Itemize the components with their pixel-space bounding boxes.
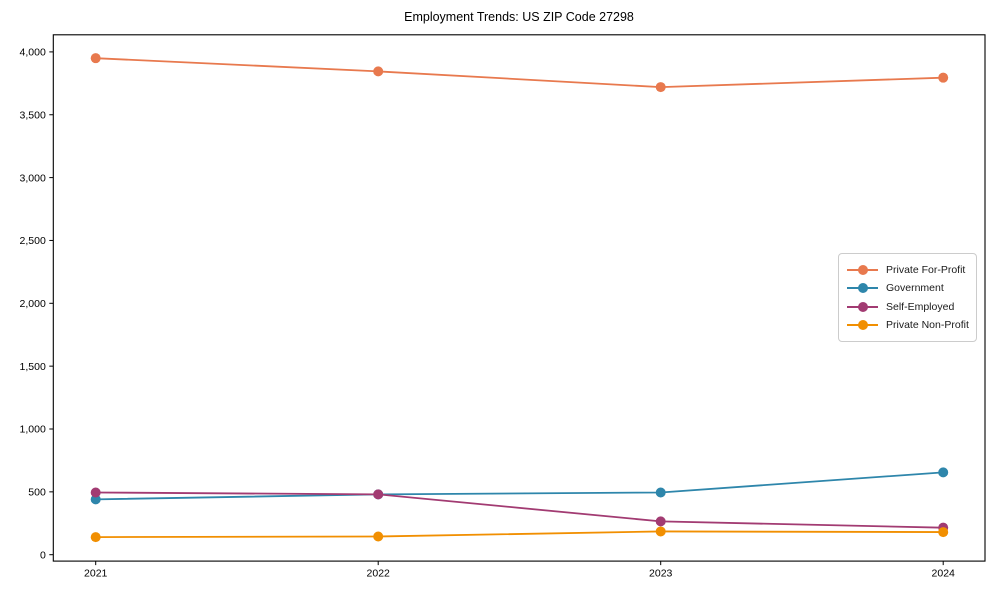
x-axis-tick-label: 2024 <box>932 568 956 580</box>
data-point-self-employed <box>373 489 384 500</box>
legend-item-self-employed: Self-Employed <box>847 301 968 313</box>
y-axis-tick-label: 2,000 <box>20 298 46 310</box>
y-axis-tick-label: 4,000 <box>20 47 46 59</box>
y-axis-tick-label: 2,500 <box>20 235 46 247</box>
legend-item-private-non-profit: Private Non-Profit <box>847 319 969 332</box>
legend-item-government: Government <box>847 282 968 294</box>
data-point-private-non-profit <box>655 526 666 537</box>
series-line-private-for-profit <box>95 57 944 88</box>
legend-label: Self-Employed <box>886 300 955 313</box>
y-axis-tick-label: 3,500 <box>20 109 46 121</box>
legend-label: Private Non-Profit <box>886 319 969 332</box>
plot-border <box>52 34 986 562</box>
data-point-private-for-profit <box>938 72 949 83</box>
chart-title: Employment Trends: US ZIP Code 27298 <box>404 10 634 24</box>
x-axis-tick-label: 2021 <box>84 568 108 580</box>
legend-marker-icon <box>847 283 878 294</box>
data-point-government <box>90 494 101 505</box>
data-point-government <box>938 467 949 478</box>
series-line-self-employed <box>95 491 944 529</box>
y-axis-tick-label: 500 <box>28 487 46 499</box>
data-point-self-employed <box>90 487 101 498</box>
data-point-private-non-profit <box>90 532 101 543</box>
data-point-private-for-profit <box>655 82 666 93</box>
data-point-private-for-profit <box>373 66 384 77</box>
data-point-government <box>655 487 666 498</box>
y-axis-tick-label: 1,500 <box>20 361 46 373</box>
legend-marker-icon <box>847 264 878 275</box>
y-axis-tick-label: 0 <box>40 549 46 561</box>
chart-legend: Private For-Profit Government Self-Employe… <box>838 253 977 342</box>
legend-marker-icon <box>847 320 878 331</box>
data-point-self-employed <box>655 516 666 527</box>
data-point-private-for-profit <box>90 53 101 64</box>
data-point-private-non-profit <box>938 527 949 538</box>
data-point-private-non-profit <box>373 531 384 542</box>
legend-label: Private For-Profit <box>886 263 966 276</box>
y-axis-tick-label: 3,000 <box>20 172 46 184</box>
series-line-private-non-profit <box>95 530 944 539</box>
legend-label: Government <box>886 282 944 295</box>
series-line-government <box>95 471 944 501</box>
legend-marker-icon <box>847 301 878 312</box>
x-axis-tick-label: 2023 <box>649 568 673 580</box>
legend-item-private-for-profit: Private For-Profit <box>847 264 968 276</box>
x-axis-tick-label: 2022 <box>367 568 391 580</box>
y-axis-tick-label: 1,000 <box>20 424 46 436</box>
